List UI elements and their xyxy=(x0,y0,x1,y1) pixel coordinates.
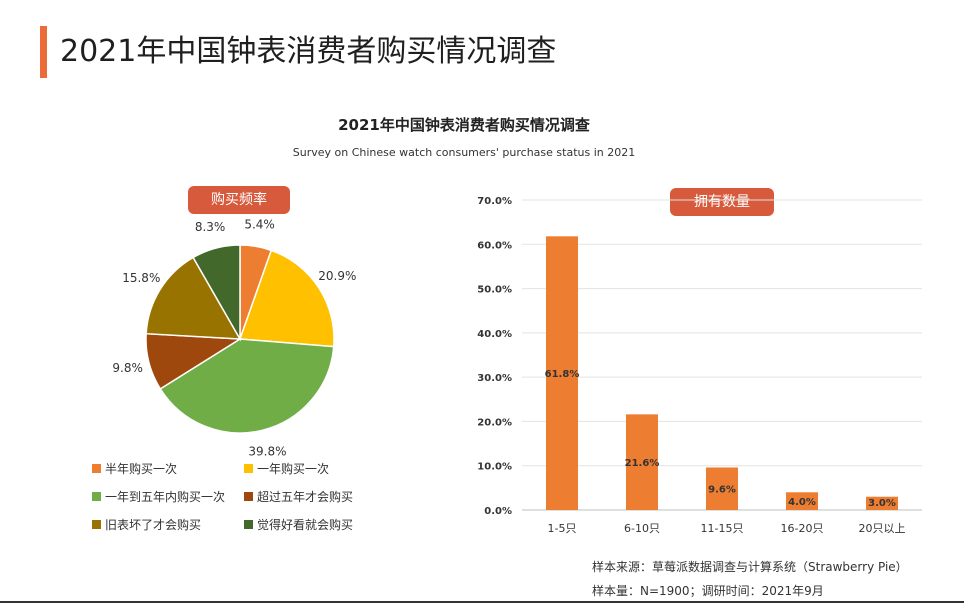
y-tick-label: 40.0% xyxy=(477,329,512,340)
legend-swatch xyxy=(244,492,253,501)
legend-label: 觉得好看就会购买 xyxy=(257,518,354,532)
legend-label: 半年购买一次 xyxy=(105,462,178,476)
bar xyxy=(866,496,898,510)
x-tick-label: 6-10只 xyxy=(624,522,660,535)
legend-item: 一年购买一次 xyxy=(244,462,329,476)
page-title: 2021年中国钟表消费者购买情况调查 xyxy=(60,34,557,69)
pie-slice xyxy=(192,244,241,342)
legend-item: 旧表坏了才会购买 xyxy=(92,518,201,532)
bar xyxy=(546,236,578,511)
bar xyxy=(786,492,818,510)
y-tick-label: 50.0% xyxy=(477,285,512,296)
y-tick-label: 10.0% xyxy=(477,462,512,473)
x-tick-label: 1-5只 xyxy=(548,522,577,535)
legend-swatch xyxy=(244,520,253,529)
legend-item: 超过五年才会购买 xyxy=(244,490,353,504)
legend-label: 超过五年才会购买 xyxy=(257,490,354,504)
bar-data-label: 4.0% xyxy=(788,497,816,508)
y-tick-label: 60.0% xyxy=(477,240,512,251)
pie-data-label: 15.8% xyxy=(122,271,160,285)
pie-data-label: 5.4% xyxy=(244,218,275,232)
pie-data-label: 9.8% xyxy=(112,361,142,375)
bar xyxy=(626,414,658,510)
bar xyxy=(706,467,738,510)
legend-swatch xyxy=(244,464,253,473)
pie-data-label: 20.9% xyxy=(318,269,356,283)
legend-label: 一年购买一次 xyxy=(257,462,330,476)
legend-item: 半年购买一次 xyxy=(92,462,177,476)
pie-data-label: 8.3% xyxy=(195,220,226,234)
legend-item: 一年到五年内购买一次 xyxy=(92,490,225,504)
legend-item: 觉得好看就会购买 xyxy=(244,518,353,532)
chart-title: 2021年中国钟表消费者购买情况调查 xyxy=(338,116,590,134)
bottom-divider xyxy=(0,601,964,603)
legend-swatch xyxy=(92,520,101,529)
y-tick-label: 0.0% xyxy=(484,506,512,517)
bar-data-label: 9.6% xyxy=(708,485,736,496)
title-accent-bar xyxy=(40,26,47,78)
chart-subtitle: Survey on Chinese watch consumers' purch… xyxy=(292,146,636,159)
x-tick-label: 11-15只 xyxy=(701,522,744,535)
bar-chart: 0.0% 10.0% 20.0% 30.0% 40.0% 50.0% 60.0% 70.0% 6… xyxy=(477,196,922,535)
x-tick-label: 16-20只 xyxy=(781,522,824,535)
y-tick-label: 20.0% xyxy=(477,417,512,428)
pie-chart-title-badge: 购买频率 xyxy=(188,186,290,214)
y-tick-label: 30.0% xyxy=(477,373,512,384)
pie-data-label: 39.8% xyxy=(248,445,286,459)
source-line: 样本来源：草莓派数据调查与计算系统（Strawberry Pie） xyxy=(592,560,908,574)
bar-data-label: 3.0% xyxy=(868,498,896,509)
x-tick-label: 20只以上 xyxy=(859,522,906,535)
pie-slice xyxy=(238,249,335,348)
pie-slice xyxy=(145,256,242,340)
pie-chart: 5.4% 20.9% 39.8% 9.8% 15.8% 8.3% xyxy=(112,218,356,459)
legend-label: 一年到五年内购买一次 xyxy=(105,490,226,504)
bar-data-label: 61.8% xyxy=(545,369,580,380)
legend-swatch xyxy=(92,464,101,473)
y-tick-label: 70.0% xyxy=(477,196,512,207)
bar-chart-title-badge: 拥有数量 xyxy=(670,188,774,216)
sample-line: 样本量：N=1900；调研时间：2021年9月 xyxy=(592,584,824,598)
legend-swatch xyxy=(92,492,101,501)
legend-label: 旧表坏了才会购买 xyxy=(105,518,202,532)
bar-data-label: 21.6% xyxy=(625,458,660,469)
